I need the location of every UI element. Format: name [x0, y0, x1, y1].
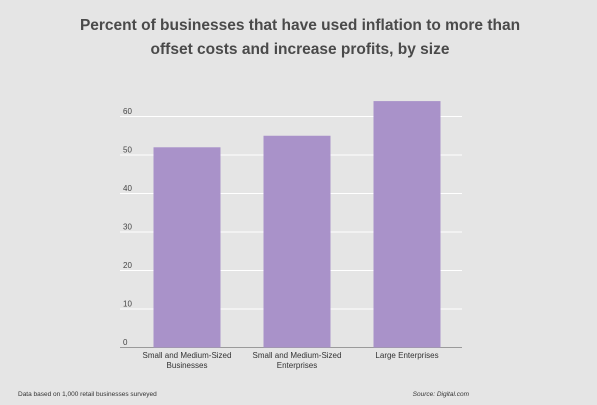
bar — [263, 135, 331, 348]
y-tick-label: 30 — [123, 223, 132, 232]
x-category-label-line: Large Enterprises — [375, 351, 438, 360]
x-category-label: Large Enterprises — [375, 351, 438, 360]
bar — [373, 101, 441, 348]
y-axis-ticks: 0 10 20 30 40 50 60 — [123, 107, 132, 347]
x-category-label: Small and Medium-Sized Enterprises — [253, 351, 342, 370]
x-category-label-line: Small and Medium-Sized — [253, 351, 342, 360]
source-note: Source: Digital.com — [412, 391, 469, 398]
chart-title: Percent of businesses that have used inf… — [79, 17, 521, 58]
bars — [153, 101, 441, 348]
x-category-label: Small and Medium-Sized Businesses — [143, 351, 232, 370]
y-tick-label: 10 — [123, 300, 132, 309]
y-tick-label: 50 — [123, 146, 132, 155]
y-tick-label: 20 — [123, 261, 132, 270]
y-tick-label: 0 — [123, 338, 128, 347]
x-category-label-line: Small and Medium-Sized — [143, 351, 232, 360]
y-tick-label: 60 — [123, 107, 132, 116]
y-tick-label: 40 — [123, 184, 132, 193]
data-note: Data based on 1,000 retail businesses su… — [18, 391, 157, 398]
x-category-label-line: Businesses — [167, 361, 208, 370]
x-category-label-line: Enterprises — [277, 361, 317, 370]
bar — [153, 147, 221, 348]
